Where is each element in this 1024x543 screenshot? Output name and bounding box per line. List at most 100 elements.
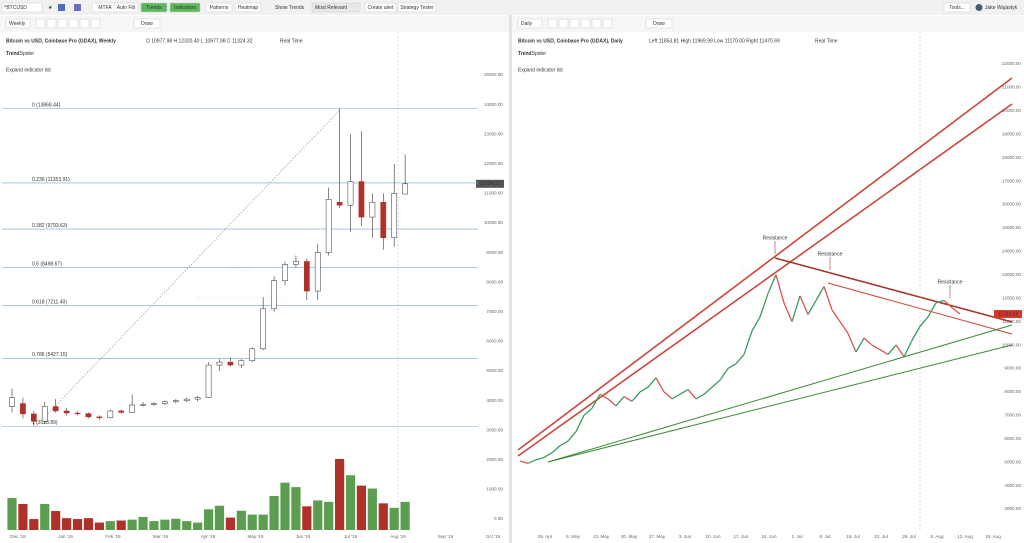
trendline[interactable] <box>517 77 1013 451</box>
volume-bar <box>116 520 126 530</box>
trendline[interactable] <box>547 344 1013 463</box>
tool-icon[interactable] <box>580 18 591 29</box>
y-tick-label: 9000.00 <box>486 250 503 255</box>
expand-link[interactable]: Expand indicator list <box>6 67 51 73</box>
y-tick-label: 14000.00 <box>1002 249 1022 254</box>
price-segment <box>631 391 641 402</box>
fib-label: 0.618 (7211.40) <box>32 299 67 305</box>
candle-body <box>151 403 157 405</box>
toolbar-button[interactable] <box>234 2 262 13</box>
volume-bar <box>356 485 367 530</box>
tool-icon[interactable] <box>558 18 569 29</box>
y-tick-label: 11000.00 <box>484 191 503 196</box>
y-tick-label: 17000.00 <box>1002 178 1022 183</box>
x-tick-label: 6. May <box>566 534 580 539</box>
tool-icon[interactable] <box>547 18 558 29</box>
price-segment <box>615 396 625 407</box>
y-tick-label: 13000.00 <box>484 131 504 136</box>
x-tick-label: 17. Jun <box>733 534 749 539</box>
toolbar-button[interactable] <box>113 2 139 13</box>
candle-body <box>129 404 135 413</box>
price-segment <box>655 377 665 393</box>
tool-icon[interactable] <box>68 18 79 29</box>
price-segment <box>543 452 553 459</box>
trendline[interactable] <box>547 324 1013 463</box>
status: Real Time <box>815 38 838 44</box>
brand: TrendSpider <box>518 51 546 57</box>
candle-body <box>227 361 234 366</box>
sort-label: Most Relevant <box>315 5 348 11</box>
icon[interactable] <box>74 4 81 11</box>
star-icon[interactable]: ★ <box>48 5 53 11</box>
volume-bar <box>149 521 159 530</box>
toolbar-button-label: Heatmap <box>238 5 259 11</box>
toolbar-button[interactable] <box>205 2 233 13</box>
x-tick-label: Apr '19 <box>201 534 216 539</box>
user-name: Jake Wujastyk <box>985 5 1018 11</box>
candle-body <box>194 397 201 400</box>
volume-bar <box>269 495 279 530</box>
watermark-subtitle: Bitcoin vs USD, Coinbase Pro (GDAX) <box>197 295 283 301</box>
price-segment <box>759 293 769 318</box>
candle-body <box>63 410 70 414</box>
price-segment <box>903 340 913 358</box>
action-button[interactable] <box>397 2 437 13</box>
volume-bar <box>127 519 137 530</box>
volume-bar <box>138 516 148 530</box>
tool-icon[interactable] <box>57 18 68 29</box>
annotation: Resistance <box>938 279 963 285</box>
price-segment <box>887 344 897 355</box>
toolbar-button[interactable] <box>140 2 168 13</box>
x-tick-label: 22. Jul <box>874 534 888 539</box>
toolbar-button-label: Trends <box>146 5 162 11</box>
watermark-subtitle: Bitcoin vs USD, Coinbase Pro (GDAX) <box>708 295 794 301</box>
interval-dropdown[interactable] <box>517 18 543 29</box>
price-segment <box>863 337 873 346</box>
tool-icon[interactable] <box>79 18 90 29</box>
price-segment <box>687 389 697 400</box>
status: Real Time <box>280 38 303 44</box>
expand-link[interactable]: Expand indicator list <box>518 67 563 73</box>
brand-bold: Trend <box>518 51 532 57</box>
draw-button[interactable] <box>133 18 161 29</box>
tool-icon[interactable] <box>591 18 602 29</box>
tool-icon[interactable] <box>46 18 57 29</box>
trendline[interactable] <box>517 103 1013 457</box>
tool-icon[interactable] <box>35 18 46 29</box>
x-tick-label: May '19 <box>248 534 264 539</box>
y-tick-label: 6000.00 <box>486 339 503 344</box>
candle-body <box>30 413 37 422</box>
symbol-input[interactable] <box>1 2 43 13</box>
volume-bar <box>203 509 214 530</box>
price-segment <box>799 295 809 315</box>
interval-dropdown[interactable] <box>5 18 31 29</box>
candle-body <box>358 181 365 218</box>
price-segment <box>711 379 721 388</box>
tool-icon[interactable] <box>569 18 580 29</box>
draw-button[interactable] <box>645 18 673 29</box>
tool-icon[interactable] <box>90 18 101 29</box>
y-tick-label: 2000.00 <box>486 457 503 462</box>
ohlc: Left 11853.81 High 11969.99 Low 11170.00… <box>649 38 780 44</box>
watermark: ^BTCUSD <box>740 267 763 273</box>
toolbar-button[interactable] <box>169 2 201 13</box>
y-tick-label: 6000.00 <box>1004 436 1021 441</box>
fib-label: 0.786 (5427.15) <box>32 352 68 358</box>
volume-bar <box>214 505 225 530</box>
volume-bar <box>105 521 115 530</box>
avatar[interactable] <box>975 4 983 11</box>
y-tick-label: 10000.00 <box>1002 342 1022 347</box>
icon[interactable] <box>58 4 65 11</box>
action-button[interactable] <box>364 2 397 13</box>
candle-body <box>9 397 15 407</box>
volume-bar <box>83 518 94 530</box>
sort-dropdown[interactable] <box>311 2 361 13</box>
tool-icon[interactable] <box>602 18 613 29</box>
candle-body <box>336 202 343 206</box>
price-segment <box>743 330 753 355</box>
price-segment <box>575 415 585 432</box>
tools-button[interactable] <box>943 2 971 13</box>
trendline[interactable] <box>774 257 1013 323</box>
chart-title: Bitcoin vs USD, Coinbase Pro (GDAX), Dai… <box>518 38 623 44</box>
candle-body <box>41 406 48 422</box>
